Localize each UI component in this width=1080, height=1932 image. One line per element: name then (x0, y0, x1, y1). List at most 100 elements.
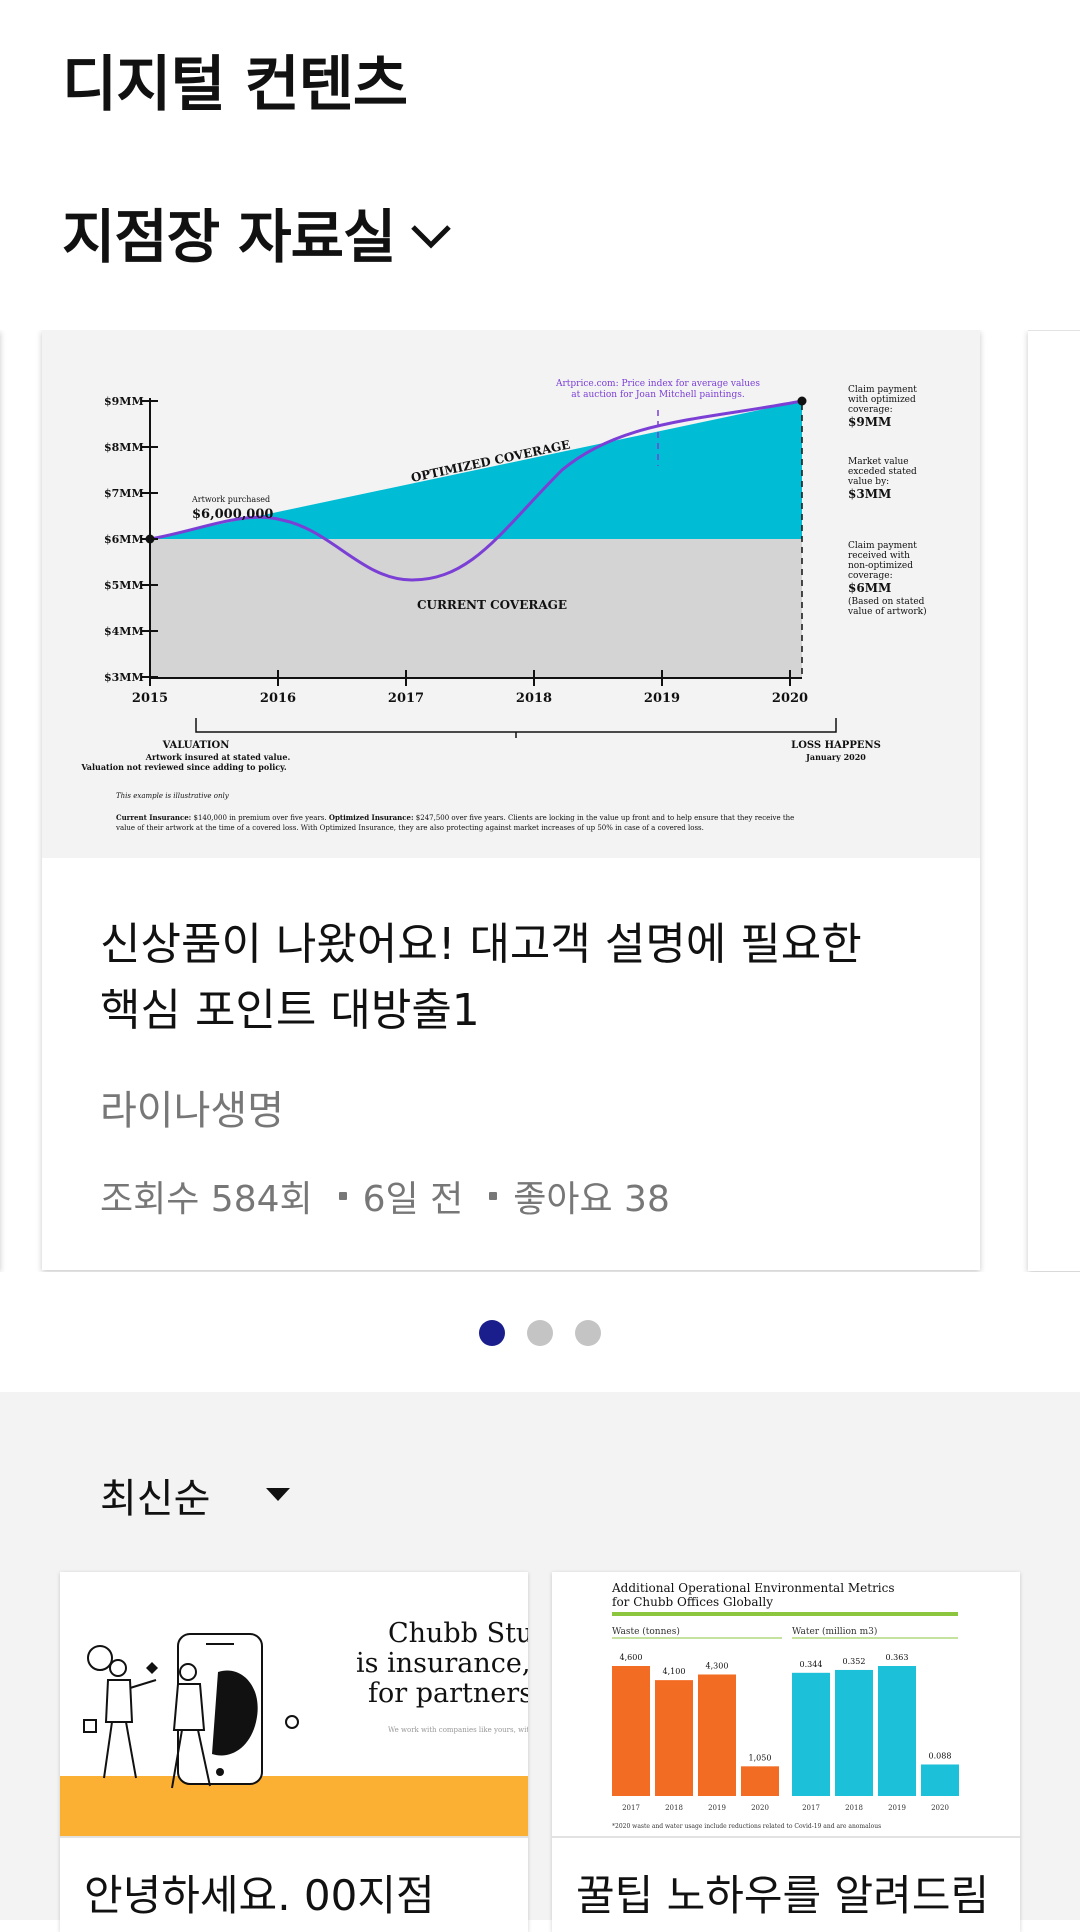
svg-text:$9MM: $9MM (848, 415, 891, 429)
svg-text:Water (million m3): Water (million m3) (792, 1626, 877, 1637)
section-selector[interactable]: 지점장 자료실 (62, 190, 453, 274)
water-value-label: 0.344 (800, 1660, 823, 1669)
waste-year-label: 2017 (622, 1804, 640, 1812)
svg-text:Artwork insured at stated valu: Artwork insured at stated value. (145, 752, 291, 762)
svg-text:value of artwork): value of artwork) (847, 606, 927, 617)
chart-current-coverage-area (150, 539, 802, 678)
view-count: 조회수 584회 (100, 1179, 313, 1220)
svg-text:$6MM: $6MM (848, 581, 891, 595)
waste-bar (698, 1674, 736, 1796)
featured-thumbnail: $9MM $8MM $7MM $6MM $5MM $4MM $3MM (42, 330, 980, 858)
water-value-label: 0.088 (929, 1751, 952, 1760)
x-tick-label: 2018 (516, 691, 552, 706)
featured-card-title[interactable]: 신상품이 나왔어요! 대고객 설명에 필요한 핵심 포인트 대방출1 (100, 919, 862, 1036)
x-tick-label: 2015 (132, 691, 168, 706)
content-card-thumbnail: Chubb Stud is insurance, r for partnersh… (60, 1572, 528, 1838)
x-tick-label: 2016 (260, 691, 296, 706)
featured-card-meta: 조회수 584회 6일 전 좋아요 38 (100, 1170, 670, 1222)
svg-text:is insurance, r: is insurance, r (356, 1648, 528, 1679)
water-year-label: 2018 (845, 1804, 863, 1812)
water-bar (878, 1666, 916, 1796)
svg-text:for partnersh: for partnersh (368, 1678, 528, 1709)
y-tick-label: $4MM (104, 625, 144, 638)
svg-text:Market value: Market value (848, 457, 909, 467)
svg-text:received with: received with (848, 551, 910, 561)
chevron-down-icon (411, 225, 452, 249)
y-tick-label: $8MM (104, 441, 144, 454)
svg-text:value of their artwork at the: value of their artwork at the time of a … (115, 824, 704, 832)
water-bar (921, 1764, 959, 1796)
like-count: 좋아요 38 (513, 1179, 670, 1220)
svg-text:Claim payment: Claim payment (848, 541, 917, 551)
y-tick-label: $5MM (104, 579, 144, 592)
current-coverage-label: CURRENT COVERAGE (417, 598, 567, 612)
svg-text:Waste (tonnes): Waste (tonnes) (612, 1626, 680, 1637)
purchase-note: Artwork purchased (191, 495, 270, 504)
page-title: 디지털 컨텐츠 (62, 50, 408, 120)
water-year-label: 2019 (888, 1804, 906, 1812)
waste-value-label: 4,100 (663, 1667, 686, 1676)
carousel-pagination (0, 1320, 1080, 1346)
waste-value-label: 1,050 (749, 1753, 772, 1762)
y-tick-label: $9MM (104, 395, 144, 408)
pagination-dot[interactable] (527, 1320, 553, 1346)
svg-text:exceded stated: exceded stated (848, 467, 917, 477)
y-tick-label: $3MM (104, 671, 144, 684)
svg-text:$3MM: $3MM (848, 487, 891, 501)
artprice-note: at auction for Joan Mitchell paintings. (571, 390, 745, 400)
sort-dropdown[interactable]: 최신순 (100, 1466, 291, 1524)
featured-card-organization: 라이나생명 (100, 1088, 284, 1134)
featured-carousel[interactable]: $9MM $8MM $7MM $6MM $5MM $4MM $3MM (0, 330, 1080, 1272)
water-value-label: 0.363 (886, 1653, 909, 1662)
svg-text:Claim payment: Claim payment (848, 385, 917, 395)
meta-separator (489, 1192, 498, 1200)
svg-text:value by:: value by: (847, 477, 889, 487)
valuation-title: VALUATION (162, 740, 230, 751)
svg-text:We work with companies like yo: We work with companies like yours, with … (388, 1726, 528, 1734)
svg-text:non-optimized: non-optimized (848, 561, 913, 571)
x-tick-label: 2020 (772, 691, 808, 706)
svg-text:Additional Operational Environ: Additional Operational Environmental Met… (611, 1581, 895, 1595)
pagination-dot[interactable] (575, 1320, 601, 1346)
chart-optimized-coverage-area (150, 401, 802, 539)
content-card[interactable]: Additional Operational Environmental Met… (552, 1572, 1020, 1932)
pagination-dot-active[interactable] (479, 1320, 505, 1346)
meta-separator (338, 1192, 347, 1200)
svg-text:Valuation not reviewed since a: Valuation not reviewed since adding to p… (80, 762, 287, 772)
loss-title: LOSS HAPPENS (791, 740, 881, 751)
water-bar (835, 1669, 873, 1796)
svg-text:Current Insurance: $140,000 in: Current Insurance: $140,000 in premium o… (116, 813, 794, 822)
svg-text:Chubb Stud: Chubb Stud (388, 1618, 528, 1649)
water-year-label: 2017 (802, 1804, 820, 1812)
thumbnail-yellow-band (60, 1776, 528, 1836)
waste-value-label: 4,600 (620, 1653, 643, 1662)
waste-year-label: 2018 (665, 1804, 683, 1812)
next-card-peek[interactable] (1028, 330, 1080, 1271)
purchase-value: $6,000,000 (192, 507, 273, 522)
caret-down-icon (266, 1488, 291, 1501)
post-age: 6일 전 (362, 1179, 464, 1220)
svg-text:*2020 waste and water usage in: *2020 waste and water usage include redu… (612, 1823, 881, 1830)
waste-bar (612, 1666, 650, 1796)
svg-text:with optimized: with optimized (848, 395, 916, 405)
content-card-thumbnail: Additional Operational Environmental Met… (552, 1572, 1020, 1838)
water-year-label: 2020 (931, 1804, 949, 1812)
content-card-title: 안녕하세요. 00지점 (84, 1871, 435, 1920)
featured-card[interactable]: $9MM $8MM $7MM $6MM $5MM $4MM $3MM (42, 330, 980, 1270)
chart-market-value-line (149, 399, 803, 582)
sort-label: 최신순 (100, 1476, 211, 1522)
section-title: 지점장 자료실 (62, 203, 396, 271)
content-card[interactable]: Chubb Stud is insurance, r for partnersh… (60, 1572, 528, 1932)
waste-bar (655, 1680, 693, 1796)
y-tick-label: $6MM (104, 533, 144, 546)
water-value-label: 0.352 (843, 1657, 866, 1666)
waste-year-label: 2020 (751, 1804, 769, 1812)
svg-text:January 2020: January 2020 (805, 752, 866, 762)
x-tick-label: 2019 (644, 691, 680, 706)
water-bar (792, 1672, 830, 1796)
y-tick-label: $7MM (104, 487, 144, 500)
x-tick-label: 2017 (388, 691, 424, 706)
content-card-title: 꿀팁 노하우를 알려드림 (576, 1871, 990, 1920)
artprice-note: Artprice.com: Price index for average va… (555, 379, 760, 389)
svg-text:This example is illustrative o: This example is illustrative only (116, 792, 230, 800)
